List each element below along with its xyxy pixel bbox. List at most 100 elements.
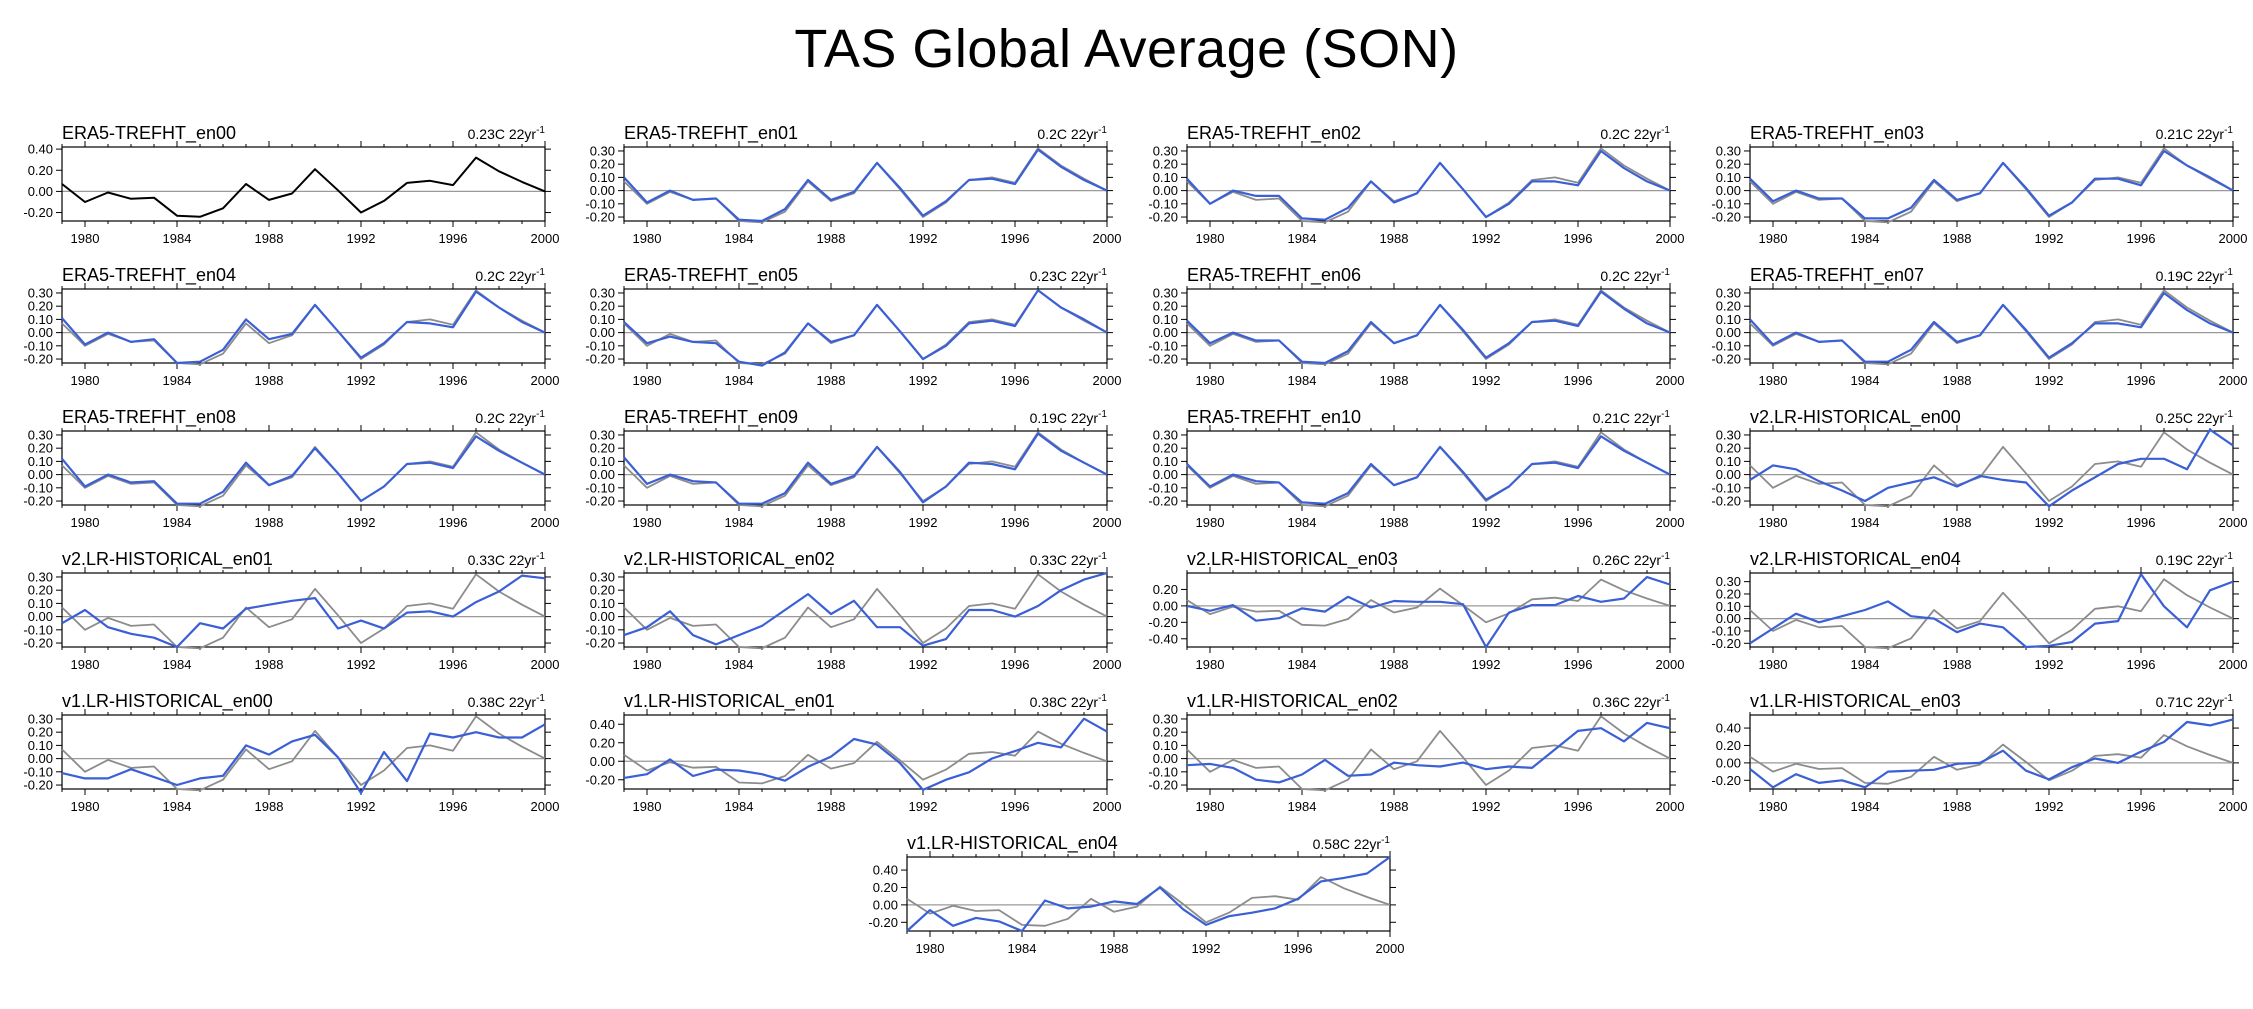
x-tick-label: 1980 bbox=[1759, 657, 1788, 672]
series-line-member bbox=[623, 717, 1108, 792]
x-tick-label: 1992 bbox=[2035, 799, 2064, 814]
x-tick-label: 1988 bbox=[1380, 799, 1409, 814]
y-tick-label: 0.30 bbox=[590, 285, 615, 300]
panel-title: ERA5-TREFHT_en07 bbox=[1750, 265, 1924, 286]
x-tick-label: 1996 bbox=[2127, 373, 2156, 388]
panel-svg: v2.LR-HISTORICAL_en03 0.26C 22yr-1 1980 198… bbox=[1148, 549, 1684, 672]
y-tick-label: 0.30 bbox=[1716, 574, 1741, 589]
y-tick-label: 0.20 bbox=[590, 583, 615, 598]
x-tick-label: 1988 bbox=[1380, 373, 1409, 388]
x-tick-label: 1996 bbox=[1564, 515, 1593, 530]
trend-value: 0.19C 22yr bbox=[1030, 410, 1099, 426]
x-tick-label: 1992 bbox=[909, 515, 938, 530]
trend-value: 0.33C 22yr bbox=[468, 552, 537, 568]
y-tick-label: 0.00 bbox=[28, 609, 53, 624]
y-tick-label: -0.20 bbox=[1711, 494, 1741, 509]
y-tick-label: 0.20 bbox=[28, 583, 53, 598]
y-tick-label: 0.20 bbox=[1716, 586, 1741, 601]
x-tick-label: 1996 bbox=[1001, 515, 1030, 530]
x-tick-label: 1984 bbox=[163, 657, 192, 672]
x-tick-label: 1980 bbox=[71, 515, 100, 530]
x-tick-label: 1992 bbox=[909, 799, 938, 814]
x-tick-label: 1996 bbox=[2127, 515, 2156, 530]
y-tick-label: 0.10 bbox=[28, 596, 53, 611]
y-tick-label: 0.10 bbox=[1153, 454, 1178, 469]
y-tick-label: -0.20 bbox=[1711, 636, 1741, 651]
x-tick-label: 1992 bbox=[2035, 231, 2064, 246]
series-line-member bbox=[1749, 718, 2234, 789]
series-line-member bbox=[1186, 721, 1671, 784]
panel-title: v2.LR-HISTORICAL_en01 bbox=[62, 549, 273, 570]
y-tick-label: -0.20 bbox=[23, 636, 53, 651]
x-tick-label: 1984 bbox=[1851, 373, 1880, 388]
x-tick-label: 1996 bbox=[1564, 657, 1593, 672]
y-tick-label: -0.20 bbox=[23, 352, 53, 367]
y-tick-label: 0.00 bbox=[1716, 325, 1741, 340]
trend-value: 0.19C 22yr bbox=[2156, 552, 2225, 568]
y-tick-label: 0.20 bbox=[1716, 299, 1741, 314]
y-tick-label: 0.20 bbox=[590, 299, 615, 314]
x-tick-label: 1992 bbox=[1472, 515, 1501, 530]
series-line-reference bbox=[1186, 289, 1671, 366]
plot-frame bbox=[61, 146, 546, 222]
y-tick-label: 0.00 bbox=[1716, 183, 1741, 198]
trend-value: 0.21C 22yr bbox=[2156, 126, 2225, 142]
trend-label: 0.33C 22yr-1 bbox=[1030, 551, 1108, 568]
x-tick-label: 1992 bbox=[347, 657, 376, 672]
y-tick-label: -0.10 bbox=[23, 622, 53, 637]
panel-svg: v1.LR-HISTORICAL_en02 0.36C 22yr-1 1980 198… bbox=[1148, 691, 1684, 814]
trend-label: 0.23C 22yr-1 bbox=[468, 125, 546, 142]
y-tick-label: 0.00 bbox=[590, 467, 615, 482]
panel-svg: v1.LR-HISTORICAL_en00 0.38C 22yr-1 1980 198… bbox=[23, 691, 560, 814]
y-tick-label: 0.00 bbox=[28, 751, 53, 766]
y-tick-label: 0.20 bbox=[28, 163, 53, 178]
panel-v2.LR-HISTORICAL_en04: v2.LR-HISTORICAL_en04 0.19C 22yr-1 1980 198… bbox=[1688, 543, 2251, 677]
x-tick-label: 2000 bbox=[1656, 373, 1685, 388]
trend-exponent: -1 bbox=[1098, 267, 1107, 278]
plot-frame bbox=[1749, 430, 2234, 506]
trend-label: 0.2C 22yr-1 bbox=[1037, 125, 1107, 142]
x-tick-label: 1996 bbox=[2127, 799, 2156, 814]
y-tick-label: -0.10 bbox=[1148, 480, 1178, 495]
trend-label: 0.2C 22yr-1 bbox=[475, 267, 545, 284]
panel-ERA5-TREFHT_en06: ERA5-TREFHT_en06 0.2C 22yr-1 1980 1984 1988 1… bbox=[1125, 259, 1688, 393]
series-line-member bbox=[1749, 149, 2234, 220]
y-tick-label: 0.10 bbox=[28, 738, 53, 753]
y-tick-label: -0.10 bbox=[1711, 338, 1741, 353]
x-tick-label: 1980 bbox=[916, 941, 945, 956]
series-line-reference bbox=[1186, 431, 1671, 508]
trend-exponent: -1 bbox=[536, 267, 545, 278]
panel-ERA5-TREFHT_en02: ERA5-TREFHT_en02 0.2C 22yr-1 1980 1984 1988 1… bbox=[1125, 117, 1688, 251]
x-tick-label: 2000 bbox=[531, 799, 560, 814]
x-tick-label: 2000 bbox=[1093, 231, 1122, 246]
x-tick-label: 1984 bbox=[1288, 657, 1317, 672]
series-line-member bbox=[61, 723, 546, 795]
plot-frame bbox=[1186, 288, 1671, 364]
panel-svg: ERA5-TREFHT_en02 0.2C 22yr-1 1980 1984 1988 1… bbox=[1148, 123, 1684, 246]
panel-svg: ERA5-TREFHT_en04 0.2C 22yr-1 1980 1984 1988 1… bbox=[23, 265, 559, 388]
panel-svg: v2.LR-HISTORICAL_en00 0.25C 22yr-1 1980 198… bbox=[1711, 407, 2247, 530]
series-line-member bbox=[61, 574, 546, 649]
x-tick-label: 1992 bbox=[909, 373, 938, 388]
y-tick-label: 0.30 bbox=[28, 427, 53, 442]
x-tick-label: 1988 bbox=[817, 799, 846, 814]
y-tick-label: -0.10 bbox=[585, 622, 615, 637]
y-tick-label: -0.10 bbox=[1148, 338, 1178, 353]
panel-title: v1.LR-HISTORICAL_en03 bbox=[1750, 691, 1961, 712]
x-tick-label: 1992 bbox=[347, 799, 376, 814]
y-tick-label: -0.20 bbox=[868, 915, 898, 930]
x-tick-label: 1996 bbox=[1001, 373, 1030, 388]
series-line-reference bbox=[61, 431, 546, 508]
panel-title: ERA5-TREFHT_en02 bbox=[1187, 123, 1361, 144]
y-tick-label: 0.00 bbox=[873, 897, 898, 912]
x-tick-label: 1996 bbox=[1564, 799, 1593, 814]
x-tick-label: 1980 bbox=[1759, 799, 1788, 814]
y-tick-label: 0.40 bbox=[28, 142, 53, 157]
y-tick-label: 0.30 bbox=[1153, 143, 1178, 158]
trend-exponent: -1 bbox=[1661, 693, 1670, 704]
panel-svg: ERA5-TREFHT_en01 0.2C 22yr-1 1980 1984 1988 1… bbox=[585, 123, 1122, 246]
trend-value: 0.33C 22yr bbox=[1030, 552, 1099, 568]
trend-exponent: -1 bbox=[2224, 693, 2233, 704]
trend-value: 0.71C 22yr bbox=[2156, 694, 2225, 710]
y-tick-label: -0.20 bbox=[1148, 778, 1178, 793]
